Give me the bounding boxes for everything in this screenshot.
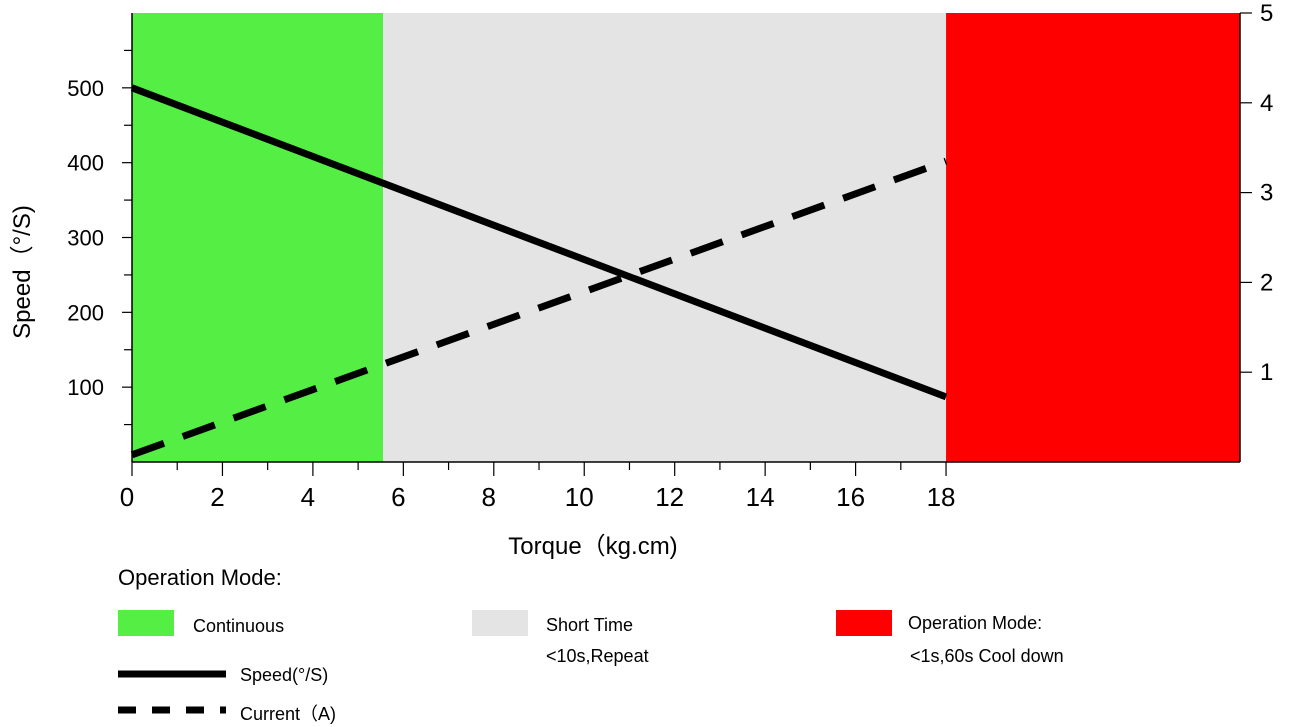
y2-tick-label: 4 [1260,90,1273,117]
region-short-time [382,13,947,462]
y2-tick-label: 1 [1260,359,1273,386]
region-continuous [132,13,383,462]
y2-tick-label: 5 [1260,0,1273,27]
legend-note-short-time: <10s,Repeat [546,646,649,666]
legend-label-continuous: Continuous [193,616,285,636]
series-line-current [130,157,948,459]
x-tick-label: 2 [210,482,224,512]
x-tick-label: 16 [836,482,865,512]
y2-tick-label: 2 [1260,269,1273,296]
x-tick-label: 12 [655,482,684,512]
x-tick-label: 14 [746,482,775,512]
legend-swatch-continuous [118,610,174,636]
y-tick-label: 100 [67,375,104,400]
x-tick-label: 18 [927,482,956,512]
legend-swatch-short-time [472,610,528,636]
legend-line-speed [118,670,226,678]
series-line-speed [130,84,948,401]
legend-label-short-time: Short Time [546,615,634,635]
y-tick-label: 200 [67,300,104,325]
series [130,84,948,459]
x-tick-label: 8 [482,482,496,512]
legend-label-operation-mode: Operation Mode: [908,613,1043,633]
x-tick-label: 4 [301,482,315,512]
operation-regions [132,13,1240,462]
region-operation-mode [946,13,1240,462]
legend-swatch-operation-mode [836,610,892,636]
x-tick-label: 6 [391,482,405,512]
y2-tick-label: 3 [1260,180,1273,207]
y-tick-label: 400 [67,151,104,176]
y-tick-label: 300 [67,226,104,251]
x-axis-title: Torque（kg.cm) [508,533,677,560]
axes [122,12,1252,476]
legend-label-speed: Speed(°/S) [240,665,329,685]
legend-title: Operation Mode: [118,565,282,590]
y-axis-title: Speed（°/S) [9,205,36,339]
legend-line-current [118,706,226,714]
legend-note-operation-mode: <1s,60s Cool down [910,646,1064,666]
x-tick-label: 0 [120,482,134,512]
y-tick-label: 500 [67,76,104,101]
legend-label-current: Current（A) [240,704,337,724]
x-tick-label: 10 [565,482,594,512]
